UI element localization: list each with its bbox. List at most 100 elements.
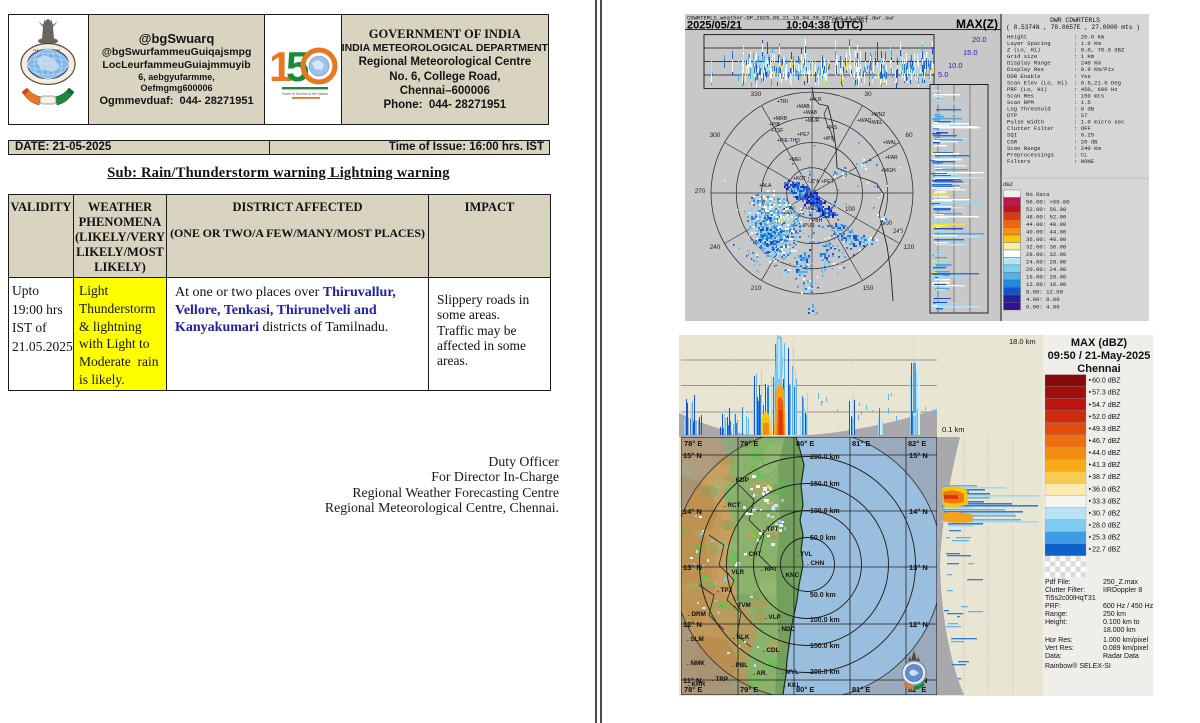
- svg-text:‣46.7 dBZ: ‣46.7 dBZ: [1088, 438, 1121, 445]
- svg-text:+WEL: +WEL: [869, 120, 883, 126]
- svg-text:15:34:38 IST: 15:34:38 IST: [831, 18, 868, 25]
- svg-text:: 0.25: : 0.25: [1074, 132, 1094, 139]
- svg-text:: 240 Km: : 240 Km: [1074, 60, 1101, 67]
- svg-text:20.00: 24.00: 20.00: 24.00: [1026, 266, 1067, 273]
- svg-text:. SLM: . SLM: [687, 636, 704, 643]
- svg-text:CDWRTERLS_weather-DP_2025_05_2: CDWRTERLS_weather-DP_2025_05_21_10_04_38…: [687, 15, 895, 22]
- svg-text:: CL: : CL: [1074, 151, 1087, 158]
- svg-text:PRF:: PRF:: [1045, 603, 1061, 610]
- svg-text:+JNPUR: +JNPUR: [795, 223, 815, 229]
- svg-text:. TRP: . TRP: [712, 676, 728, 683]
- svg-text:Scan RPM: Scan RPM: [1007, 99, 1034, 106]
- svg-text:+WAL: +WAL: [883, 140, 897, 146]
- svg-text:Height:: Height:: [1045, 619, 1067, 626]
- svg-text:Vert Res:: Vert Res:: [1045, 645, 1074, 652]
- svg-text:: 1.0 Km: : 1.0 Km: [1074, 40, 1101, 47]
- svg-text:100.0 km: 100.0 km: [810, 617, 840, 624]
- svg-text:300: 300: [710, 132, 721, 139]
- svg-text:+PET: +PET: [821, 179, 834, 185]
- svg-text:14° N: 14° N: [683, 507, 702, 516]
- svg-text:60: 60: [905, 132, 913, 139]
- svg-text:150.0 km: 150.0 km: [810, 481, 840, 488]
- svg-text:: Yes: : Yes: [1074, 73, 1091, 80]
- svg-text:+KOT: +KOT: [793, 176, 806, 182]
- svg-text:‣49.3 dBZ: ‣49.3 dBZ: [1088, 426, 1121, 433]
- svg-text:Log Threshold: Log Threshold: [1007, 106, 1051, 113]
- svg-text:dBZ: dBZ: [1003, 181, 1014, 188]
- svg-text:44.00: 48.00: 44.00: 48.00: [1026, 221, 1067, 228]
- svg-text:+IRS: +IRS: [826, 125, 838, 131]
- svg-text:78° E: 78° E: [684, 439, 702, 448]
- svg-text:1.000 km/pixel: 1.000 km/pixel: [1103, 637, 1149, 644]
- svg-text:‣52.0 dBZ: ‣52.0 dBZ: [1088, 414, 1121, 421]
- svg-text:50.0 km: 50.0 km: [810, 535, 836, 542]
- svg-text:+WAB: +WAB: [803, 110, 818, 116]
- svg-text:28.00: 32.00: 28.00: 32.00: [1026, 251, 1067, 258]
- svg-text:Chennai: Chennai: [1077, 363, 1120, 375]
- svg-text:240: 240: [710, 244, 721, 251]
- svg-text:+MGH: +MGH: [881, 168, 896, 174]
- svg-text:. VLP: . VLP: [765, 614, 781, 621]
- svg-text:‣22.7 dBZ: ‣22.7 dBZ: [1088, 547, 1121, 554]
- svg-text:Height: Height: [1007, 34, 1027, 41]
- svg-text:18.0 km: 18.0 km: [1009, 337, 1036, 346]
- svg-text:11° N: 11° N: [683, 676, 701, 685]
- svg-text:+MEI: +MEI: [789, 157, 801, 163]
- svg-text:: 1 Km: : 1 Km: [1074, 53, 1095, 60]
- svg-text:: 0.5,21.0 Deg: : 0.5,21.0 Deg: [1074, 79, 1121, 86]
- svg-text:: OFF: : OFF: [1074, 125, 1091, 132]
- svg-text:4.00: 8.00: 4.00: 8.00: [1026, 296, 1060, 303]
- svg-text:. NDC: . NDC: [778, 626, 796, 633]
- svg-text:+IPS: +IPS: [823, 136, 835, 142]
- svg-text:‣28.0 dBZ: ‣28.0 dBZ: [1088, 523, 1121, 530]
- svg-text:50.0 km: 50.0 km: [810, 592, 836, 599]
- svg-text:. KLK: . KLK: [733, 634, 750, 641]
- svg-text:20.0: 20.0: [972, 35, 987, 44]
- svg-text:IIRDoppler 8: IIRDoppler 8: [1103, 587, 1142, 594]
- svg-text:. TPJ: . TPJ: [717, 587, 733, 594]
- svg-text:79° E: 79° E: [740, 685, 758, 694]
- svg-text:+ALA: +ALA: [759, 183, 772, 189]
- svg-text:+FAR: +FAR: [885, 155, 898, 161]
- svg-text:. RPT: . RPT: [761, 566, 777, 573]
- svg-text:: 1.0 micro sec: : 1.0 micro sec: [1074, 119, 1124, 126]
- svg-text:+TRI: +TRI: [777, 99, 788, 105]
- svg-text:200: 200: [882, 221, 893, 227]
- svg-text:Layer Spacing: Layer Spacing: [1007, 40, 1051, 47]
- svg-text:+ALR: +ALR: [809, 97, 822, 103]
- svg-text:18.000 km: 18.000 km: [1103, 627, 1136, 634]
- svg-text:250 km: 250 km: [1103, 611, 1126, 618]
- svg-text:: 150 mts: : 150 mts: [1074, 92, 1104, 99]
- svg-text:Display Range: Display Range: [1007, 60, 1051, 67]
- svg-text:. KNC: . KNC: [782, 572, 800, 579]
- svg-text:+MAB: +MAB: [796, 104, 810, 110]
- svg-text:16.00: 20.00: 16.00: 20.00: [1026, 274, 1067, 281]
- svg-text:Grid size: Grid size: [1007, 53, 1037, 60]
- svg-text:250_Z.max: 250_Z.max: [1103, 579, 1139, 586]
- svg-text:CSR: CSR: [1007, 138, 1018, 145]
- svg-text:‣44.0 dBZ: ‣44.0 dBZ: [1088, 450, 1121, 457]
- svg-text:‣41.3 dBZ: ‣41.3 dBZ: [1088, 462, 1121, 469]
- svg-text:Range:: Range:: [1045, 611, 1068, 618]
- svg-text:. TPT: . TPT: [763, 526, 779, 533]
- svg-text:81° E: 81° E: [852, 439, 870, 448]
- svg-text:600 Hz / 450 Hz: 600 Hz / 450 Hz: [1103, 603, 1153, 610]
- svg-text:210: 210: [751, 285, 762, 292]
- svg-text:. TVL: . TVL: [797, 551, 813, 558]
- svg-text:SQI: SQI: [1007, 132, 1017, 139]
- svg-text:DTP: DTP: [1007, 112, 1018, 119]
- svg-text:Clutter Filter:: Clutter Filter:: [1045, 587, 1085, 594]
- svg-text:+PBR: +PBR: [803, 190, 817, 196]
- svg-text:5: 5: [286, 43, 309, 90]
- svg-text:. VLR: . VLR: [728, 569, 745, 576]
- svg-text:270: 270: [695, 188, 706, 195]
- svg-text:: 450, 600 Hz: : 450, 600 Hz: [1074, 86, 1118, 93]
- svg-text:14° N: 14° N: [909, 507, 928, 516]
- svg-text:100.0 km: 100.0 km: [810, 508, 840, 515]
- svg-text:. NMK: . NMK: [687, 660, 705, 667]
- svg-text:: 8 dB: : 8 dB: [1074, 106, 1095, 113]
- svg-text:12° N: 12° N: [909, 620, 928, 629]
- svg-text:1: 1: [269, 43, 292, 90]
- svg-text:0.100 km to: 0.100 km to: [1103, 619, 1140, 626]
- svg-text:‣30.7 dBZ: ‣30.7 dBZ: [1088, 511, 1121, 518]
